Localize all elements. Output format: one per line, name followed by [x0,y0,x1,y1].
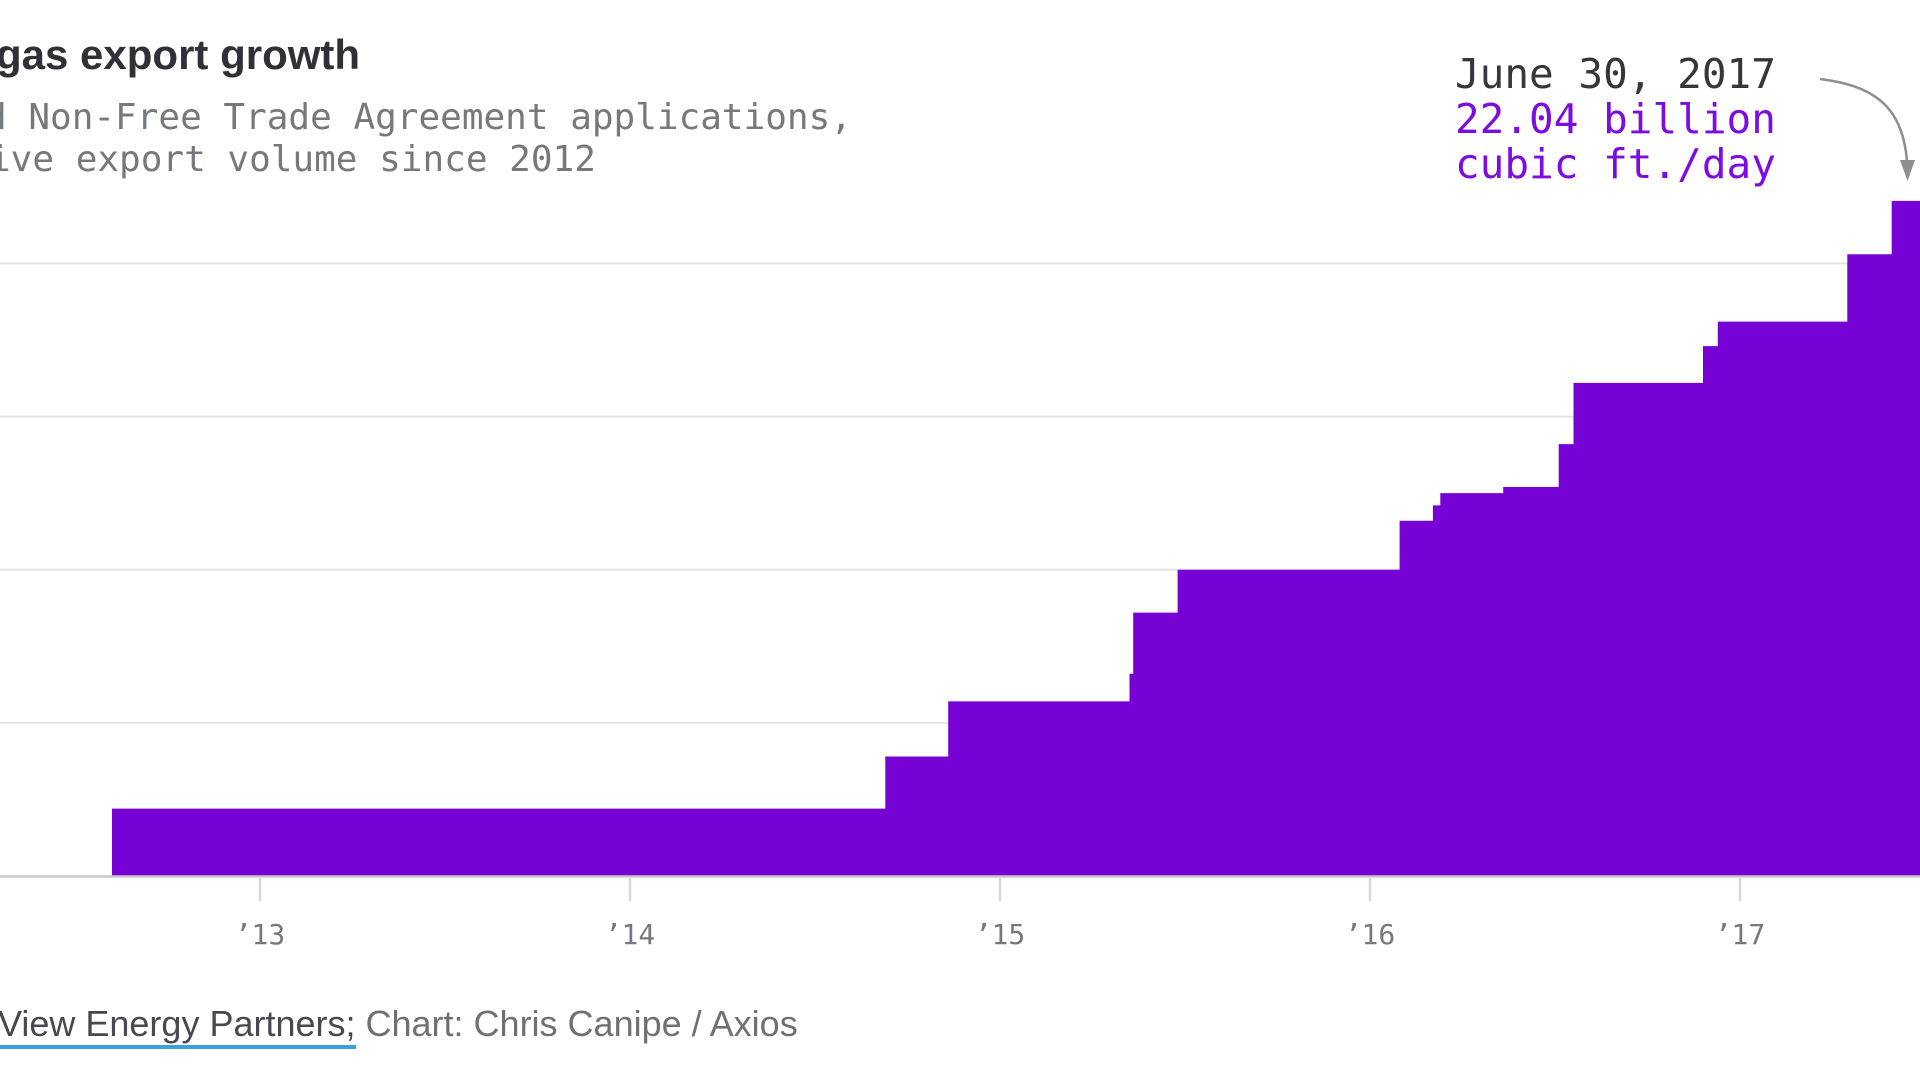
annotation-value: 22.04 billion [1455,95,1776,143]
x-axis-label: ’13 [235,918,286,951]
chart-subtitle-line-1: d Non-Free Trade Agreement applications, [0,97,852,138]
callout-arrowhead-icon [1900,160,1915,181]
source-credit-line: View Energy Partners; Chart: Chris Canip… [0,1002,798,1049]
x-axis-label: ’14 [605,918,656,951]
annotation-date: June 30, 2017 [1455,50,1776,98]
x-axis-label: ’15 [975,918,1026,951]
x-axis-label: ’17 [1715,918,1766,951]
callout-arrow-icon [1819,77,1909,163]
chart-subtitle-line-2: ive export volume since 2012 [0,139,596,180]
annotation-unit: cubic ft./day [1455,140,1776,188]
area-series [112,200,1920,876]
x-axis-label: ’16 [1345,918,1396,951]
chart-title: gas export growth [0,31,361,78]
chart-credit: Chart: Chris Canipe / Axios [355,1003,798,1044]
annotation-callout: June 30, 2017 22.04 billion cubic ft./da… [1455,52,1776,187]
source-link[interactable]: View Energy Partners; [0,1003,356,1049]
